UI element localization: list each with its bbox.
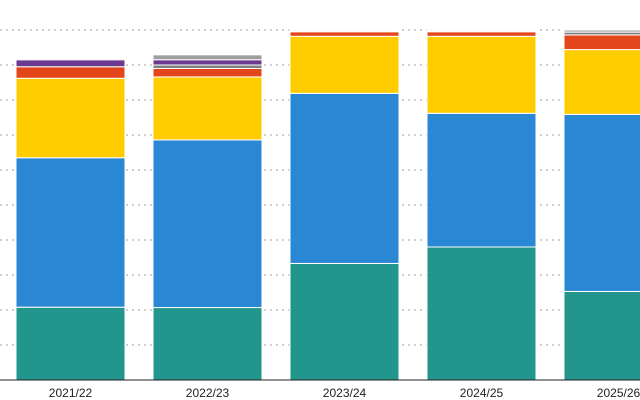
bar-segment [563,113,640,292]
x-tick-label: 2025/26 [597,386,640,400]
bar-segment [426,112,537,248]
bar-segment [426,31,537,37]
x-tick-label: 2021/22 [49,386,93,400]
bar-segment [152,139,263,309]
bar-segment [563,49,640,115]
bar-segment [152,76,263,141]
bar-segment [563,34,640,51]
bar-segment [152,59,263,66]
bar-segment [289,35,400,94]
bar-stack [152,54,263,381]
x-tick-label: 2023/24 [323,386,367,400]
bar-segment [289,262,400,381]
bar-segment [289,31,400,37]
bar-segment [289,29,400,32]
bar-stack [426,29,537,381]
bar-stack [563,29,640,381]
bar-segment [152,307,263,381]
bar-segment [15,157,126,308]
bar-segment [15,306,126,381]
bar-segment [289,92,400,264]
bar-segment [152,64,263,69]
bar-segment [426,246,537,381]
bar-segment [15,58,126,61]
x-tick-labels: 2021/22 2022/23 2023/24 2024/25 2025/26 [49,386,640,400]
bar-segment [563,29,640,33]
bar-segment [15,59,126,68]
x-tick-label: 2024/25 [460,386,504,400]
bar-segment [563,290,640,381]
bar-stack [15,58,126,381]
bar-stack [289,29,400,381]
bar-segment [426,35,537,114]
bar-segment [152,68,263,78]
bar-segment [15,66,126,79]
bar-segment [426,29,537,32]
bar-segment [15,77,126,159]
bars [15,29,640,381]
x-tick-label: 2022/23 [186,386,230,400]
bar-segment [152,54,263,61]
